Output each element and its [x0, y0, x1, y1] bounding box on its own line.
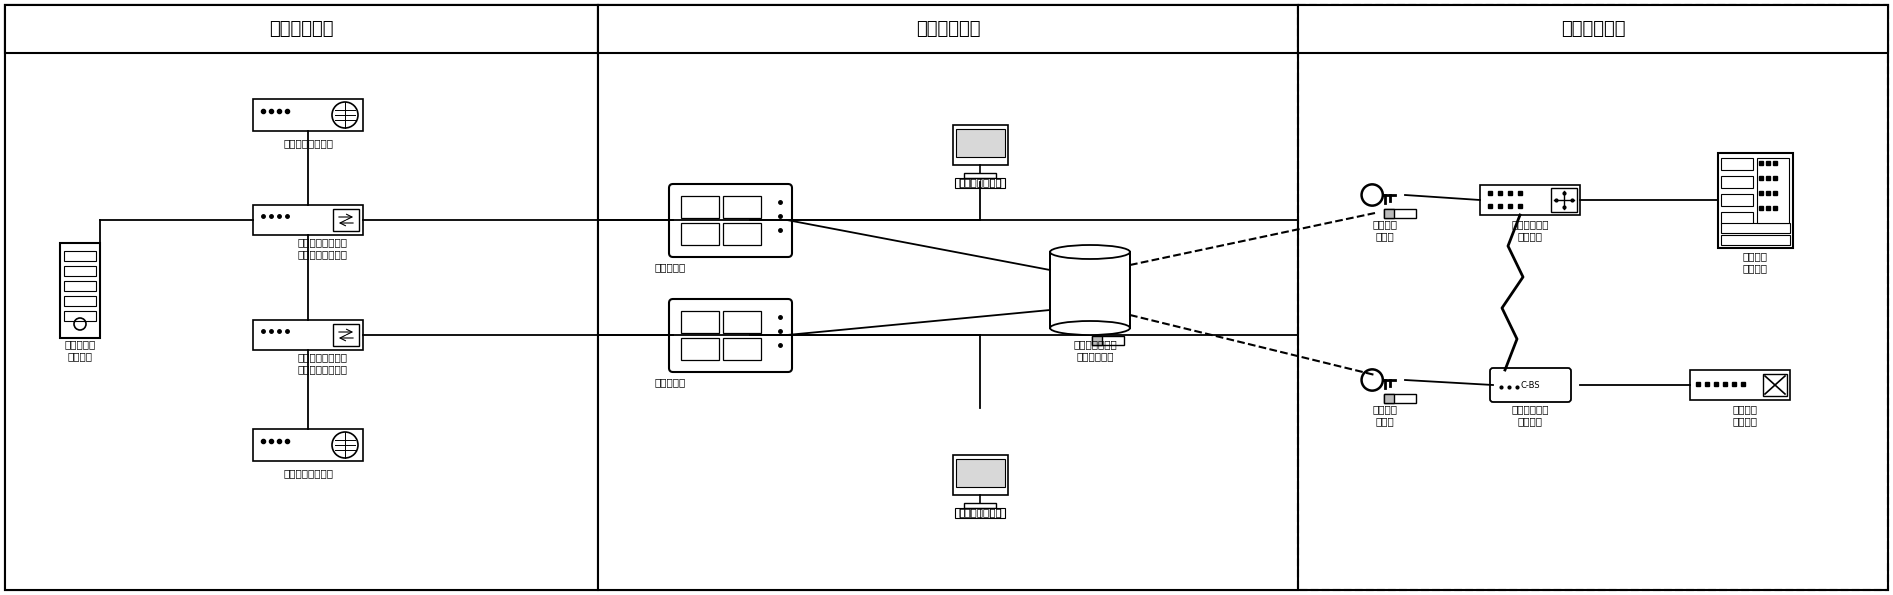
Text: 量子纵向加密
认证装置: 量子纵向加密 认证装置 [1511, 219, 1548, 241]
Bar [64, 281, 97, 291]
Bar [964, 503, 996, 508]
Text: 量子密钥充注机: 量子密钥充注机 [958, 507, 1001, 517]
Bar [598, 5, 1299, 590]
Bar [723, 311, 761, 333]
Bar [964, 173, 996, 178]
FancyBboxPatch shape [1490, 368, 1571, 402]
Bar [1092, 336, 1124, 345]
Bar [952, 455, 1007, 495]
Text: 量子随机数发生器: 量子随机数发生器 [282, 468, 333, 478]
Bar [61, 243, 100, 338]
Text: 交换密码机: 交换密码机 [655, 262, 685, 272]
Bar [1384, 209, 1393, 218]
FancyBboxPatch shape [668, 299, 791, 372]
Bar [1757, 158, 1789, 223]
Bar [254, 429, 363, 461]
Ellipse shape [1051, 321, 1130, 335]
Bar [333, 324, 360, 346]
Bar [1721, 212, 1753, 224]
Bar [1384, 209, 1416, 218]
Bar [956, 129, 1005, 157]
Bar [1690, 370, 1791, 400]
Text: C-BS: C-BS [1520, 380, 1539, 390]
Bar [723, 196, 761, 218]
Text: 量子密钥应用: 量子密钥应用 [1560, 20, 1626, 38]
Bar [333, 209, 360, 231]
Bar [1550, 188, 1577, 212]
Bar [598, 5, 1299, 53]
Bar [6, 5, 598, 590]
Bar [64, 296, 97, 306]
Text: 交换密码机: 交换密码机 [655, 377, 685, 387]
Bar [1721, 158, 1753, 170]
Bar [681, 223, 719, 245]
Bar [1299, 5, 1887, 590]
Text: 量子安全服务移
动引擎服务器: 量子安全服务移 动引擎服务器 [1073, 339, 1117, 361]
Bar [954, 508, 1005, 518]
FancyBboxPatch shape [668, 184, 791, 257]
Bar [1384, 394, 1393, 403]
Bar [956, 459, 1005, 487]
Text: 量子密钥
客户端: 量子密钥 客户端 [1372, 219, 1397, 241]
Bar [1384, 394, 1416, 403]
Bar [254, 320, 363, 350]
Bar [681, 338, 719, 360]
Text: 量子密钥调度: 量子密钥调度 [916, 20, 981, 38]
Bar [6, 5, 598, 53]
Text: 量子密钥
客户端: 量子密钥 客户端 [1372, 404, 1397, 426]
Bar [681, 196, 719, 218]
Bar [254, 205, 363, 235]
Bar [1721, 223, 1791, 233]
Bar [64, 251, 97, 261]
Bar [952, 125, 1007, 165]
Text: 量子密钥充注机: 量子密钥充注机 [958, 177, 1001, 187]
Bar [1721, 176, 1753, 188]
Bar [681, 311, 719, 333]
Text: 量子随机数发生器: 量子随机数发生器 [282, 138, 333, 148]
Text: 量子纵向加密
认证装置: 量子纵向加密 认证装置 [1511, 404, 1548, 426]
Bar [254, 99, 363, 131]
Bar [723, 338, 761, 360]
Bar [1299, 5, 1887, 53]
Bar [954, 178, 1005, 188]
Bar [64, 311, 97, 321]
Bar [1092, 336, 1102, 345]
Text: 量子密钥管
理服务器: 量子密钥管 理服务器 [64, 339, 97, 361]
Bar [1719, 153, 1793, 248]
Ellipse shape [1051, 245, 1130, 259]
Text: 量子密钥生成: 量子密钥生成 [269, 20, 333, 38]
Bar [1762, 374, 1787, 396]
Bar [1051, 252, 1130, 328]
Bar [1480, 185, 1581, 215]
Bar [1721, 235, 1791, 245]
Bar [64, 266, 97, 276]
Text: 量子密钥生成与管
理终端（发射端）: 量子密钥生成与管 理终端（发射端） [297, 237, 348, 259]
Bar [723, 223, 761, 245]
Bar [1721, 194, 1753, 206]
Text: 虚拟电厂
业务终端: 虚拟电厂 业务终端 [1732, 404, 1757, 426]
Text: 虚拟电厂
业务主站: 虚拟电厂 业务主站 [1742, 251, 1768, 273]
Text: 量子密钥生成与管
理终端（接收端）: 量子密钥生成与管 理终端（接收端） [297, 352, 348, 374]
